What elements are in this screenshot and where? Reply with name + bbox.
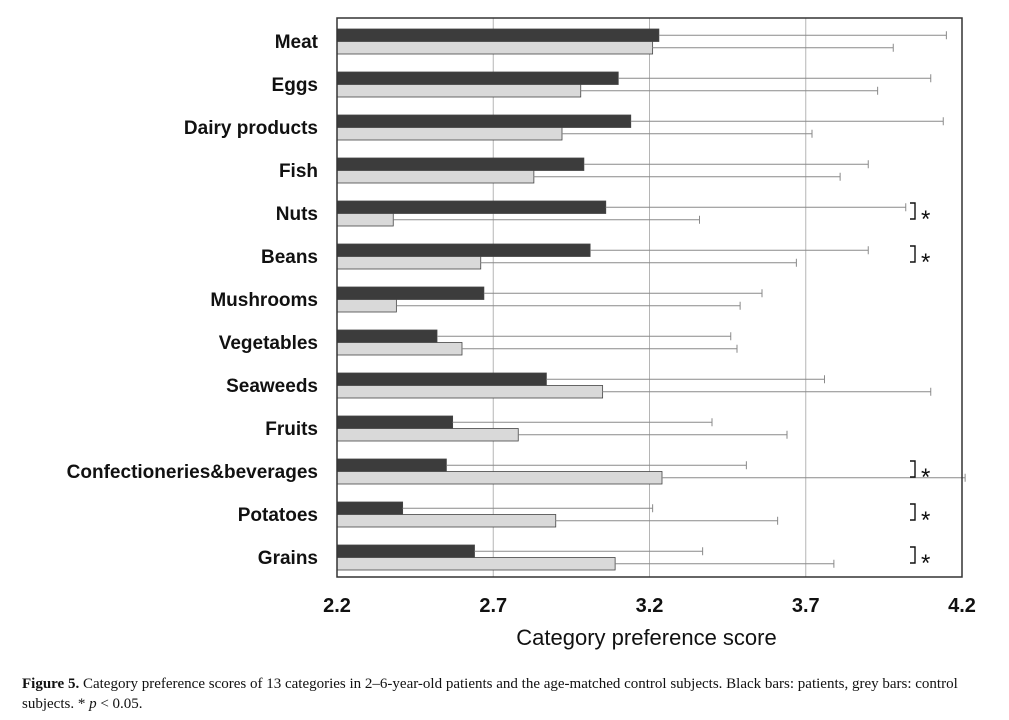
- control-bar: [336, 471, 663, 485]
- control-bar: [336, 127, 563, 141]
- category-label: Eggs: [272, 75, 318, 96]
- control-bar: [336, 213, 394, 227]
- patient-bar: [336, 372, 547, 386]
- control-bar: [336, 385, 604, 399]
- control-bar: [336, 428, 519, 442]
- category-label: Beans: [261, 247, 318, 268]
- caption-text-1: Category preference scores of 13 categor…: [22, 676, 958, 712]
- category-label: Nuts: [276, 204, 318, 225]
- category-label: Fruits: [265, 419, 318, 440]
- category-label: Fish: [279, 161, 318, 182]
- x-axis-title: Category preference score: [516, 625, 776, 650]
- patient-bar: [336, 200, 607, 214]
- patient-bar: [336, 71, 619, 85]
- patient-bar: [336, 28, 660, 42]
- grid-lines: [492, 18, 807, 577]
- x-tick-labels: 2.2 2.7 3.2 3.7 4.2: [323, 595, 976, 617]
- significance-bracket: [910, 503, 916, 521]
- significance-star: *: [921, 507, 930, 534]
- patient-bar: [336, 286, 485, 300]
- caption-text-2: < 0.05.: [96, 696, 143, 712]
- x-tick-label: 3.7: [792, 595, 820, 617]
- category-label: Seaweeds: [226, 376, 318, 397]
- category-label: Potatoes: [238, 505, 318, 526]
- category-label: Grains: [258, 548, 318, 569]
- caption-label: Figure 5.: [22, 676, 80, 692]
- error-bars: [393, 31, 966, 568]
- x-tick-label: 4.2: [948, 595, 976, 617]
- category-label: Dairy products: [184, 118, 318, 139]
- patient-bar: [336, 157, 585, 171]
- significance-star: *: [921, 206, 930, 233]
- x-tick-label: 2.7: [479, 595, 507, 617]
- patient-bar: [336, 329, 438, 343]
- bars: [336, 28, 663, 571]
- patient-bar: [336, 114, 632, 128]
- significance-star: *: [921, 249, 930, 276]
- significance-bracket: [910, 460, 916, 478]
- significance-markers: * * * * *: [910, 202, 930, 577]
- significance-star: *: [921, 550, 930, 577]
- control-bar: [336, 514, 557, 528]
- patient-bar: [336, 415, 454, 429]
- control-bar: [336, 342, 463, 356]
- category-labels: Meat Eggs Dairy products Fish Nuts Beans Mushr…: [67, 32, 319, 569]
- x-tick-label: 3.2: [636, 595, 664, 617]
- patient-bar: [336, 544, 475, 558]
- control-bar: [336, 84, 582, 98]
- caption-p-symbol: p: [89, 696, 97, 712]
- figure-caption: Figure 5. Category preference scores of …: [22, 674, 992, 714]
- patient-bar: [336, 458, 447, 472]
- patient-bar: [336, 243, 591, 257]
- significance-bracket: [910, 202, 916, 220]
- x-tick-label: 2.2: [323, 595, 351, 617]
- significance-star: *: [921, 464, 930, 491]
- control-bar: [336, 557, 616, 571]
- category-label: Confectioneries&beverages: [67, 462, 318, 483]
- category-label: Meat: [275, 32, 319, 53]
- plot-frame: [336, 17, 963, 578]
- chart: Meat Eggs Dairy products Fish Nuts Beans Mushr…: [67, 17, 976, 650]
- control-bar: [336, 41, 654, 55]
- control-bar: [336, 170, 535, 184]
- control-bar: [336, 256, 482, 270]
- significance-bracket: [910, 546, 916, 564]
- patient-bar: [336, 501, 404, 515]
- significance-bracket: [910, 245, 916, 263]
- category-label: Mushrooms: [210, 290, 318, 311]
- control-bar: [336, 299, 397, 313]
- category-label: Vegetables: [219, 333, 318, 354]
